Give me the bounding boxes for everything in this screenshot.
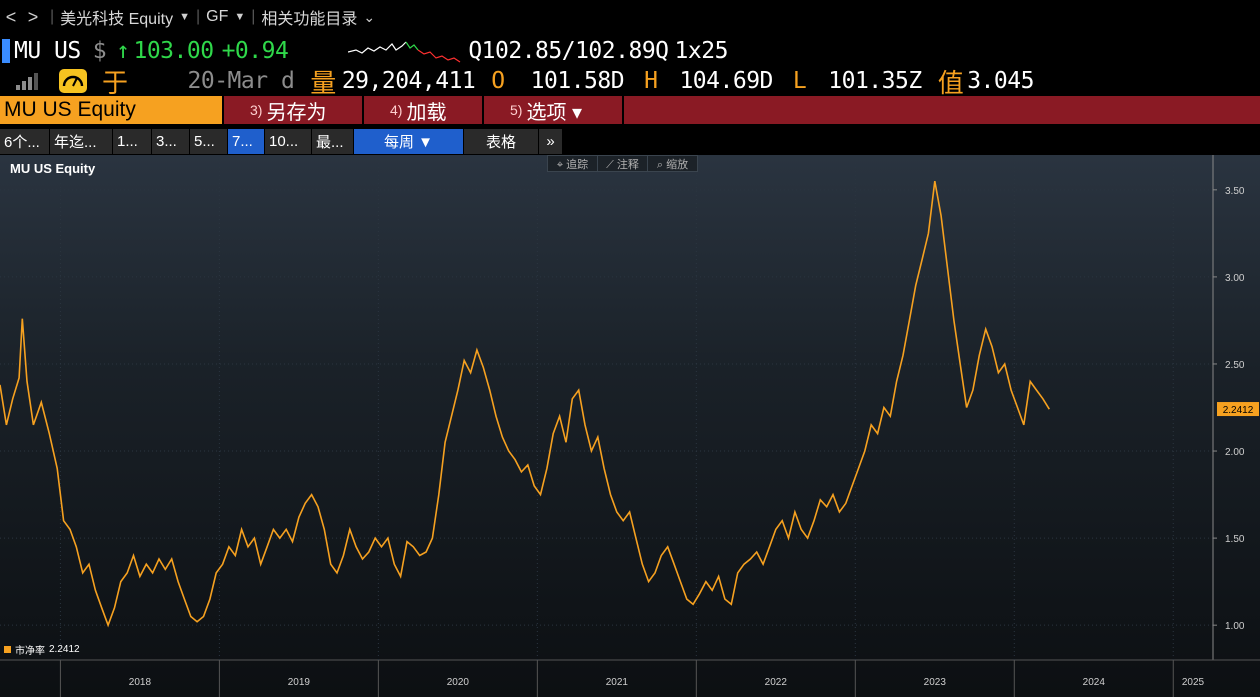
- volume: 29,204,411: [341, 68, 476, 94]
- y-tick-label: 2.00: [1225, 447, 1245, 458]
- up-arrow-icon: ↑: [116, 38, 130, 64]
- menu-number: 5): [510, 102, 523, 118]
- y-tick-label: 2.50: [1225, 360, 1245, 371]
- x-tick-label: 2024: [1083, 677, 1106, 688]
- track-button[interactable]: ⌖ 追踪: [548, 156, 598, 171]
- currency: $: [92, 38, 107, 64]
- security-label: 美光科技 Equity: [60, 11, 174, 28]
- tab-10y[interactable]: 10...: [265, 129, 312, 154]
- value-label: 值: [937, 68, 964, 99]
- chart-title: MU US Equity: [10, 161, 96, 176]
- function-selector[interactable]: GF ▼: [206, 8, 245, 26]
- x-tick-label: 2023: [924, 677, 947, 688]
- y-tick-label: 1.00: [1225, 621, 1245, 632]
- selection-marker: [2, 39, 10, 63]
- x-tick-label: 2020: [447, 677, 470, 688]
- open-value: 101.58D: [530, 68, 625, 94]
- nav-divider: |: [251, 8, 256, 25]
- tab-5y[interactable]: 5...: [190, 129, 228, 154]
- volume-label: 量: [310, 68, 336, 99]
- nav-divider: |: [50, 8, 55, 25]
- x-tick-label: 2019: [288, 677, 311, 688]
- related-label: 相关功能目录: [261, 11, 358, 28]
- menu-label: 另存为: [266, 101, 327, 124]
- quote-date: 20-Mar d: [187, 68, 295, 94]
- last-value-tag: [1217, 402, 1259, 417]
- zoom-button[interactable]: ⌕ 缩放: [656, 158, 689, 171]
- signal-bars-icon: [16, 73, 38, 90]
- tab-table[interactable]: 表格: [464, 129, 539, 154]
- low-label: L: [792, 68, 807, 94]
- menu-label: 加载: [406, 101, 447, 124]
- legend-swatch: [4, 646, 11, 653]
- value-amount: 3.045: [967, 68, 1034, 94]
- function-label: GF: [206, 8, 229, 25]
- last-value-label: 2.2412: [1223, 405, 1254, 416]
- annotate-button[interactable]: ⟋ 注释: [598, 156, 648, 171]
- chevron-down-icon: ▼: [179, 11, 190, 23]
- menu-number: 4): [390, 102, 403, 118]
- y-tick-label: 3.00: [1225, 273, 1245, 284]
- chart-area[interactable]: 1.00 1.50 2.00 2.50 3.00 3.50 2018 2019 2020 2021…: [0, 155, 1260, 697]
- double-chevron-down-icon: ⌄: [363, 8, 376, 25]
- tab-max[interactable]: 最...: [312, 129, 354, 154]
- menu-label: 选项 ▾: [526, 101, 583, 124]
- menu-filler: [622, 96, 1260, 124]
- more-tabs-button[interactable]: »: [539, 129, 563, 154]
- tab-3y[interactable]: 3...: [152, 129, 190, 154]
- tab-ytd[interactable]: 年迄...: [50, 129, 113, 154]
- gauge-icon[interactable]: [58, 68, 88, 94]
- chevron-down-icon: ▼: [234, 11, 246, 23]
- x-tick-label: 2022: [765, 677, 788, 688]
- x-tick-label: 2018: [129, 677, 152, 688]
- y-tick-label: 3.50: [1225, 186, 1245, 197]
- chart-toolbar: ⌖ 追踪 ⟋ 注释 ⌕ 缩放: [547, 155, 698, 172]
- series-line-pb-ratio: [0, 180, 1050, 628]
- high-value: 104.69D: [679, 68, 773, 94]
- sparkline-chart: [348, 41, 461, 63]
- chart-legend: 市净率 2.2412: [4, 642, 80, 657]
- price-change: +0.94: [221, 38, 289, 64]
- price-to-book-chart[interactable]: 1.00 1.50 2.00 2.50 3.00 3.50 2018 2019 2020 2021…: [0, 155, 1260, 697]
- function-menu-bar: MU US Equity 3) 另存为 4) 加载 5) 选项 ▾: [0, 96, 1260, 124]
- yu-label: 于: [102, 68, 128, 99]
- legend-series-name: 市净率: [15, 646, 45, 657]
- bid-ask-size: 1x25: [674, 38, 729, 64]
- legend-series-value: 2.2412: [49, 644, 80, 655]
- tab-1y[interactable]: 1...: [113, 129, 152, 154]
- y-tick-label: 1.50: [1225, 534, 1245, 545]
- ticker: MU US: [14, 38, 81, 64]
- high-label: H: [644, 68, 658, 94]
- menu-number: 3): [250, 102, 263, 118]
- top-nav-bar: < > | 美光科技 Equity ▼ | GF ▼ | 相关功能目录 ⌄: [0, 0, 1260, 34]
- security-ticker-field[interactable]: MU US Equity: [0, 96, 222, 124]
- load-menu[interactable]: 4) 加载: [362, 96, 482, 124]
- options-menu[interactable]: 5) 选项 ▾: [482, 96, 622, 124]
- quote-line-1: MU US $ ↑ 103.00 +0.94 Q102.85/102.89Q 1…: [0, 36, 1260, 66]
- related-functions-menu[interactable]: 相关功能目录 ⌄: [261, 5, 375, 29]
- tab-7y[interactable]: 7...: [228, 129, 265, 154]
- open-label: O: [491, 68, 505, 94]
- back-arrow-icon[interactable]: <: [5, 6, 17, 27]
- tab-6m[interactable]: 6个...: [0, 129, 50, 154]
- quote-line-2: 于 20-Mar d 量 29,204,411 O 101.58D H 104.…: [0, 66, 1260, 99]
- bid-ask: Q102.85/102.89Q: [468, 38, 669, 64]
- save-as-menu[interactable]: 3) 另存为: [222, 96, 362, 124]
- x-tick-label: 2021: [606, 677, 629, 688]
- security-selector[interactable]: 美光科技 Equity ▼: [60, 5, 190, 29]
- low-value: 101.35Z: [828, 68, 922, 94]
- range-tab-bar: 6个... 年迄... 1... 3... 5... 7... 10... 最.…: [0, 129, 1260, 154]
- last-price: 103.00: [133, 38, 214, 64]
- period-dropdown[interactable]: 每周 ▼: [354, 129, 464, 154]
- forward-arrow-icon[interactable]: >: [27, 6, 39, 27]
- nav-divider: |: [195, 8, 201, 25]
- x-tick-label: 2025: [1182, 677, 1205, 688]
